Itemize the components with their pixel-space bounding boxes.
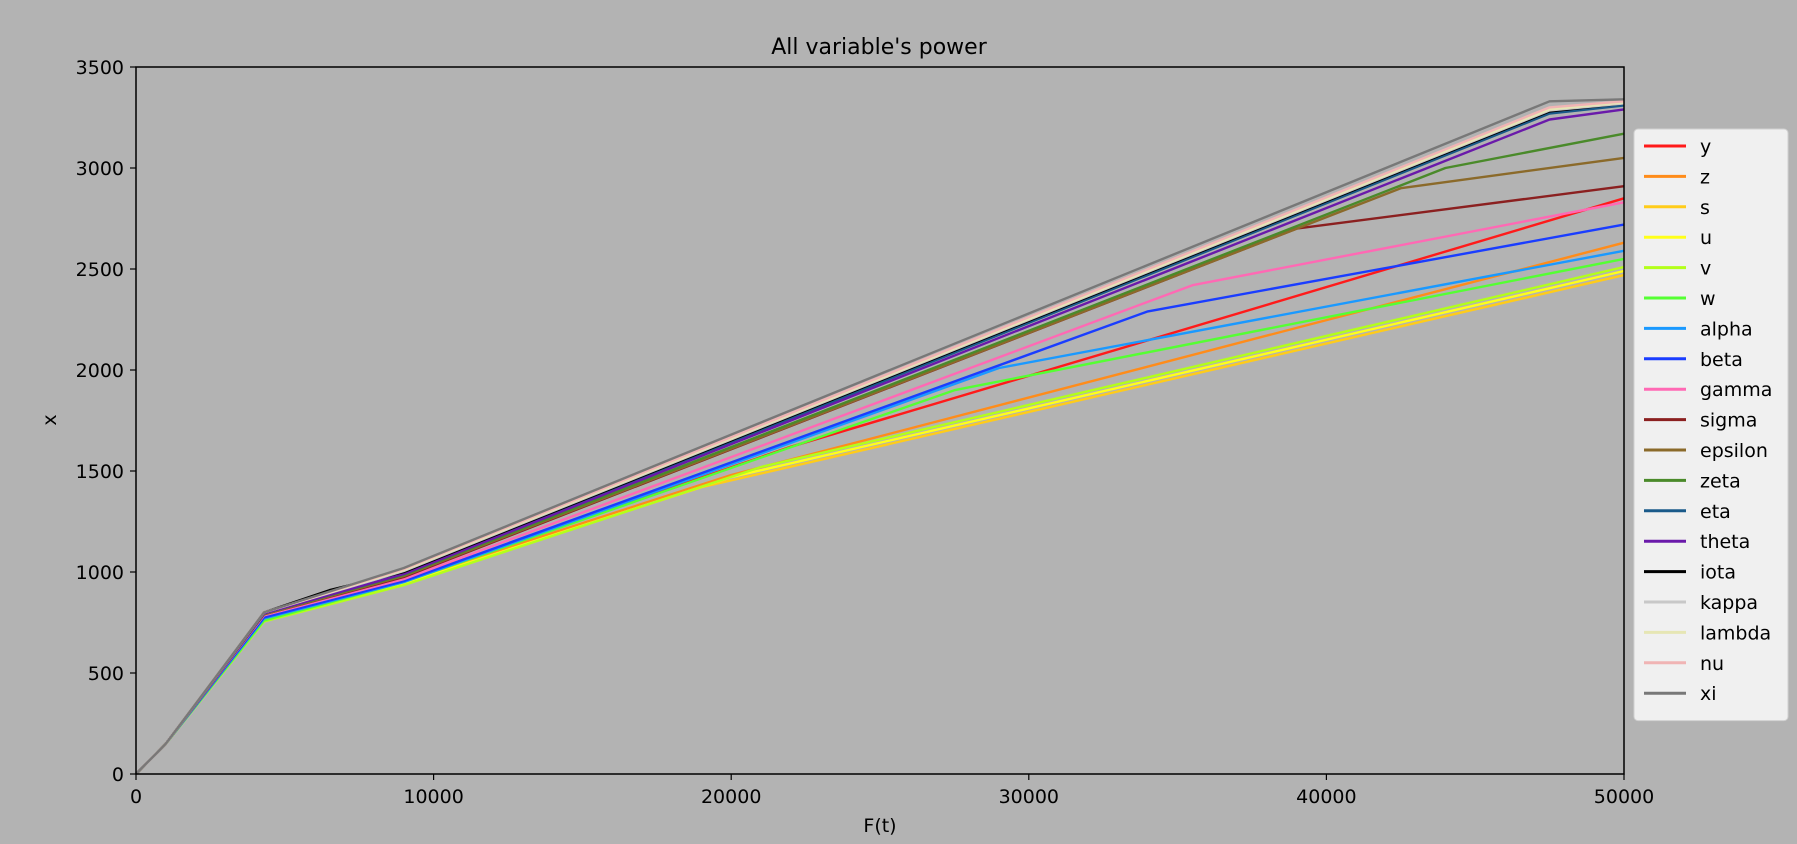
series-line-xi [135, 98, 1625, 775]
y-axis-label: x [39, 414, 61, 425]
x-tick-label: 10000 [403, 786, 463, 808]
series-layer [135, 98, 1625, 775]
legend-label: theta [1700, 531, 1750, 553]
legend-label: u [1700, 227, 1712, 249]
legend-label: v [1700, 258, 1711, 280]
y-tick-label: 2000 [76, 360, 124, 382]
x-axis-label: F(t) [863, 815, 896, 837]
legend-label: zeta [1700, 470, 1741, 492]
legend-label: y [1700, 136, 1711, 158]
legend-label: sigma [1700, 410, 1757, 432]
y-tick-label: 1000 [76, 562, 124, 584]
legend-label: lambda [1700, 622, 1771, 644]
legend-label: kappa [1700, 592, 1758, 614]
legend-label: nu [1700, 653, 1724, 675]
legend-label: iota [1700, 562, 1736, 584]
y-axis: 0 500 1000 1500 2000 2500 3000 3500 [76, 57, 136, 786]
legend-label: beta [1700, 349, 1743, 371]
legend-label: gamma [1700, 379, 1772, 401]
legend-label: s [1700, 197, 1710, 219]
plot-frame [135, 66, 1625, 775]
x-tick-label: 20000 [701, 786, 761, 808]
x-axis: 0 10000 20000 30000 40000 50000 [130, 774, 1654, 808]
x-tick-label: 50000 [1594, 786, 1654, 808]
y-tick-label: 3500 [76, 57, 124, 79]
legend-label: xi [1700, 683, 1717, 705]
y-tick-label: 0 [112, 764, 124, 786]
y-tick-label: 3000 [76, 158, 124, 180]
legend-label: w [1700, 288, 1716, 310]
x-tick-label: 0 [130, 786, 142, 808]
legend-label: eta [1700, 501, 1731, 523]
x-tick-label: 40000 [1296, 786, 1356, 808]
chart-title: All variable's power [771, 35, 987, 60]
legend-label: epsilon [1700, 440, 1768, 462]
y-tick-label: 500 [88, 663, 124, 685]
y-tick-label: 1500 [76, 461, 124, 483]
x-tick-label: 30000 [999, 786, 1059, 808]
legend-label: alpha [1700, 318, 1753, 340]
legend-label: z [1700, 166, 1710, 188]
y-tick-label: 2500 [76, 259, 124, 281]
